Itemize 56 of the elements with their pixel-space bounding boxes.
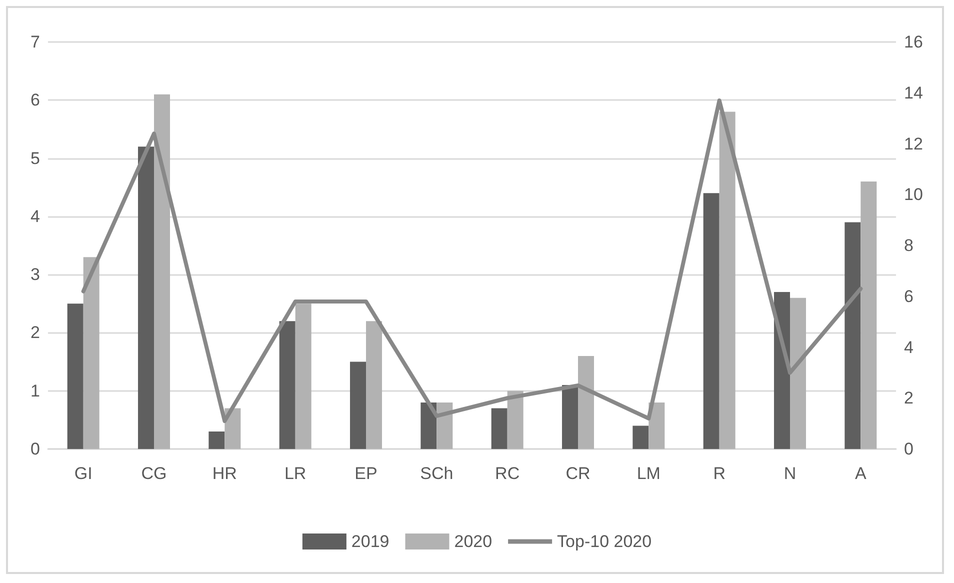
y2-tick-label: 12 — [904, 134, 923, 154]
bar — [719, 112, 736, 449]
y2-tick-label: 0 — [904, 440, 914, 458]
bar — [562, 385, 578, 449]
bar — [507, 390, 524, 449]
bar — [83, 257, 100, 449]
x-tick-label: CG — [141, 464, 167, 483]
y-tick-label: 2 — [30, 323, 40, 342]
y2-tick-label: 2 — [904, 388, 914, 408]
x-tick-label: EP — [354, 464, 378, 483]
bar — [578, 356, 594, 449]
bar — [67, 304, 84, 449]
legend-label: 2020 — [454, 532, 492, 551]
bar — [420, 402, 437, 449]
y-tick-label: 7 — [30, 32, 40, 52]
x-tick-label: RC — [495, 464, 520, 483]
x-tick-label: R — [713, 464, 726, 483]
y-tick-label: 6 — [30, 90, 40, 110]
bar — [790, 298, 806, 449]
x-tick-label: SCh — [420, 464, 454, 483]
x-tick-label: HR — [212, 464, 237, 483]
bar — [208, 432, 225, 449]
bar — [224, 408, 241, 449]
x-tick-label: N — [784, 464, 796, 483]
y-tick-label: 1 — [30, 381, 40, 400]
bar — [844, 222, 861, 449]
y-tick-label: 4 — [30, 206, 40, 226]
legend-label: Top-10 2020 — [557, 532, 652, 551]
x-tick-label: CR — [566, 464, 590, 483]
bar — [138, 146, 154, 449]
x-tick-label: A — [854, 464, 867, 483]
bar — [350, 362, 366, 449]
bar — [279, 321, 296, 449]
bar — [632, 426, 649, 449]
bar — [648, 402, 665, 449]
bar — [436, 402, 453, 449]
bar — [154, 94, 170, 449]
bar — [366, 321, 382, 449]
bar — [491, 408, 508, 449]
y2-tick-label: 6 — [904, 286, 914, 306]
x-tick-label: GI — [74, 464, 92, 483]
y2-tick-label: 8 — [904, 236, 914, 255]
y-tick-label: 5 — [30, 148, 40, 168]
x-tick-label: LM — [636, 464, 660, 483]
y2-tick-label: 16 — [904, 32, 923, 52]
y-tick-label: 3 — [30, 265, 40, 284]
legend-label: 2019 — [351, 532, 390, 551]
y2-tick-label: 4 — [904, 338, 914, 357]
x-tick-label: LR — [284, 464, 306, 483]
bar — [860, 182, 877, 449]
line-series — [81, 98, 863, 424]
bar — [703, 193, 720, 449]
y2-tick-label: 10 — [904, 185, 923, 204]
bar — [295, 304, 312, 449]
y-tick-label: 0 — [30, 440, 40, 458]
y2-tick-label: 14 — [904, 83, 923, 102]
